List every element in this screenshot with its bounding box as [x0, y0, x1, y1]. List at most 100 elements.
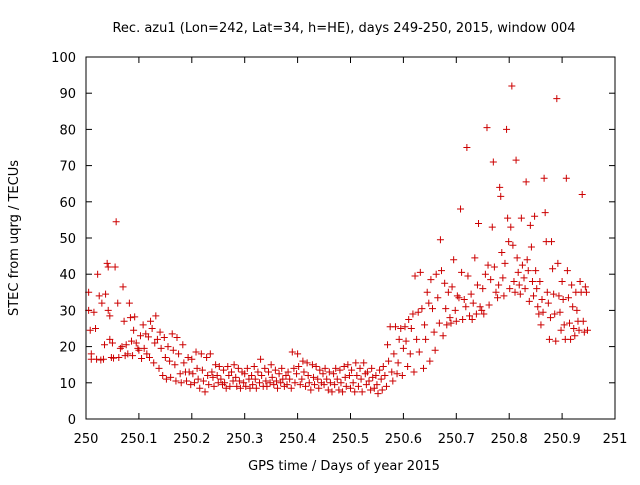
data-point	[579, 317, 587, 325]
data-point	[347, 384, 354, 392]
data-point	[321, 364, 329, 372]
data-point	[374, 390, 382, 398]
data-point	[382, 382, 390, 390]
data-point	[220, 366, 228, 374]
data-point	[168, 330, 176, 338]
data-point	[549, 265, 557, 273]
data-point	[175, 350, 183, 358]
data-point	[497, 192, 505, 200]
data-point	[518, 261, 526, 269]
data-point	[442, 305, 450, 313]
data-point	[144, 333, 152, 341]
data-point	[277, 379, 285, 387]
data-point	[479, 285, 487, 293]
y-tick-label: 30	[59, 304, 76, 319]
data-point	[376, 366, 384, 374]
data-point	[489, 158, 497, 166]
data-point	[495, 281, 503, 289]
data-point	[480, 310, 488, 318]
data-point	[415, 348, 423, 356]
data-point	[504, 214, 512, 222]
data-point	[389, 377, 397, 385]
data-point	[114, 299, 122, 307]
data-point	[106, 335, 114, 343]
data-point	[252, 384, 260, 392]
data-point	[198, 366, 206, 374]
data-point	[545, 335, 553, 343]
data-point	[190, 379, 198, 387]
data-point	[421, 321, 429, 329]
y-tick-label: 0	[68, 413, 76, 428]
data-point	[189, 370, 197, 378]
data-point	[156, 328, 164, 336]
data-point	[457, 205, 465, 213]
data-point	[446, 314, 454, 322]
data-point	[212, 361, 220, 369]
data-point	[323, 375, 331, 383]
data-point	[331, 381, 339, 389]
data-point	[472, 310, 480, 318]
y-tick-label: 80	[59, 123, 76, 138]
data-point	[101, 341, 109, 349]
data-point	[581, 283, 589, 291]
data-point	[197, 350, 205, 358]
data-point	[450, 256, 458, 264]
data-point	[118, 343, 126, 351]
data-point	[290, 364, 298, 372]
data-point	[309, 373, 317, 381]
data-point	[448, 283, 456, 291]
data-point	[498, 248, 506, 256]
data-point	[555, 292, 563, 300]
data-point	[533, 285, 541, 293]
data-point	[507, 223, 515, 231]
data-point	[432, 270, 440, 278]
data-point	[431, 346, 439, 354]
data-point	[296, 381, 304, 389]
data-point	[563, 267, 571, 275]
data-point	[160, 334, 168, 342]
data-point	[171, 361, 179, 369]
data-point	[243, 364, 251, 372]
data-point	[391, 323, 399, 331]
data-point	[357, 375, 365, 383]
data-point	[294, 350, 302, 358]
data-point	[263, 382, 271, 390]
data-point	[539, 308, 547, 316]
data-point	[180, 359, 188, 367]
data-point	[367, 386, 375, 394]
data-point	[234, 364, 242, 372]
x-tick-label: 250	[74, 432, 99, 447]
data-point	[337, 379, 345, 387]
data-point	[266, 379, 274, 387]
data-point	[130, 326, 138, 334]
data-point	[316, 366, 324, 374]
data-point	[300, 368, 308, 376]
data-point	[452, 317, 460, 325]
data-point	[314, 375, 322, 383]
data-point	[159, 372, 167, 380]
data-point	[110, 354, 118, 362]
data-point	[92, 325, 100, 332]
y-tick-label: 100	[51, 51, 76, 66]
data-point	[93, 355, 101, 363]
data-point	[151, 339, 159, 347]
data-point	[291, 379, 299, 387]
data-point	[551, 310, 559, 318]
data-point	[444, 288, 452, 296]
data-point	[423, 288, 431, 296]
data-point	[126, 314, 134, 322]
data-point	[138, 355, 146, 363]
data-point	[410, 368, 418, 376]
data-point	[246, 384, 254, 392]
data-point	[250, 363, 258, 371]
data-point	[152, 312, 160, 320]
data-point	[573, 306, 581, 314]
data-point	[150, 359, 158, 367]
data-point	[500, 292, 508, 300]
data-point	[298, 375, 306, 383]
data-point	[485, 301, 493, 309]
data-point	[349, 379, 357, 387]
data-point	[487, 276, 495, 284]
x-tick-label: 251	[603, 432, 628, 447]
data-point	[543, 288, 551, 296]
